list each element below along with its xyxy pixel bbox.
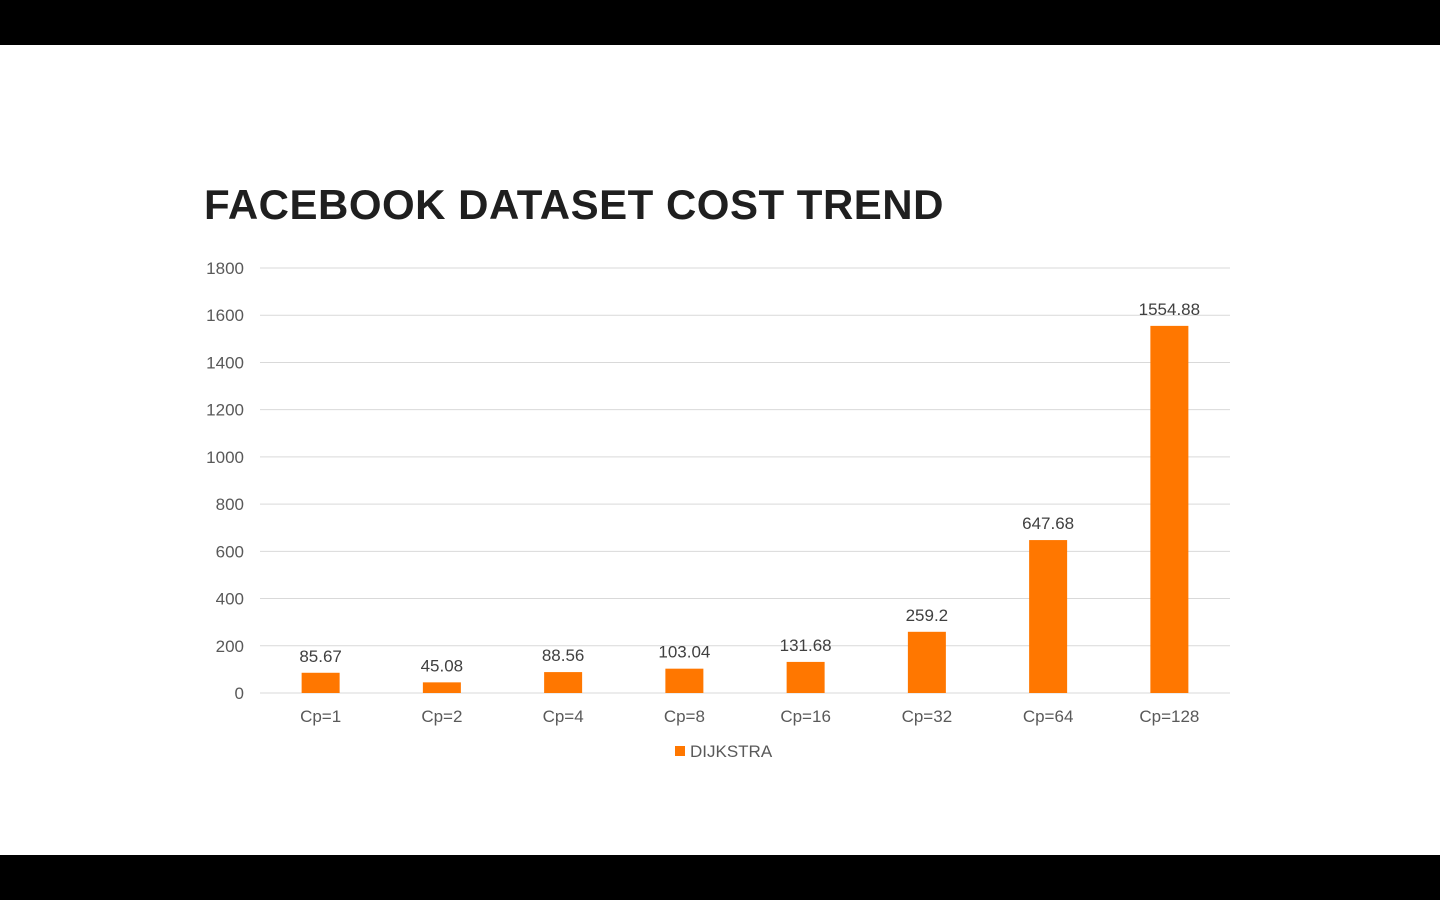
y-tick-label: 800 [216,495,244,514]
bar-cp-16 [786,661,825,693]
bar-cp-128 [1150,325,1189,693]
y-tick-label: 200 [216,637,244,656]
data-label: 103.04 [658,643,710,662]
bar-cp-2 [422,682,461,693]
x-tick-label: Cp=64 [1023,707,1074,726]
data-label: 259.2 [906,606,949,625]
bars [301,325,1189,693]
page-title: FACEBOOK DATASET COST TREND [204,181,944,228]
y-tick-label: 1600 [206,306,244,325]
x-tick-label: Cp=8 [664,707,705,726]
data-label: 647.68 [1022,514,1074,533]
legend-swatch [675,746,685,756]
x-tick-label: Cp=128 [1139,707,1199,726]
y-tick-label: 1800 [206,259,244,278]
x-tick-label: Cp=2 [421,707,462,726]
y-tick-label: 600 [216,542,244,561]
x-tick-label: Cp=16 [780,707,831,726]
bar-chart: 0 200 400 600 800 1000 1200 1400 1600 1800 85.67 4… [206,259,1230,761]
x-tick-label: Cp=32 [902,707,953,726]
bar-cp-8 [665,668,704,693]
x-tick-label: Cp=1 [300,707,341,726]
slide: FACEBOOK DATASET COST TREND 0 200 400 600 80… [0,45,1440,855]
letterbox-top [0,0,1440,45]
data-labels: 85.67 45.08 88.56 103.04 131.68 259.2 647.68 15… [299,300,1200,675]
bar-cp-4 [544,672,583,693]
y-axis-ticks: 0 200 400 600 800 1000 1200 1400 1600 1800 [206,259,244,703]
data-label: 131.68 [780,636,832,655]
data-label: 1554.88 [1139,300,1200,319]
gridlines [260,267,1230,694]
data-label: 85.67 [299,647,342,666]
y-tick-label: 1000 [206,448,244,467]
data-label: 88.56 [542,646,585,665]
x-tick-label: Cp=4 [543,707,584,726]
legend-label: DIJKSTRA [690,742,773,761]
bar-cp-1 [301,672,340,693]
y-tick-label: 0 [235,684,244,703]
y-tick-label: 1200 [206,401,244,420]
legend: DIJKSTRA [675,742,773,761]
y-tick-label: 400 [216,590,244,609]
bar-cp-32 [907,631,946,693]
x-axis-categories: Cp=1 Cp=2 Cp=4 Cp=8 Cp=16 Cp=32 Cp=64 Cp=128 [300,707,1199,726]
y-tick-label: 1400 [206,353,244,372]
data-label: 45.08 [421,656,464,675]
bar-cp-64 [1029,540,1068,693]
letterbox-bottom [0,855,1440,900]
